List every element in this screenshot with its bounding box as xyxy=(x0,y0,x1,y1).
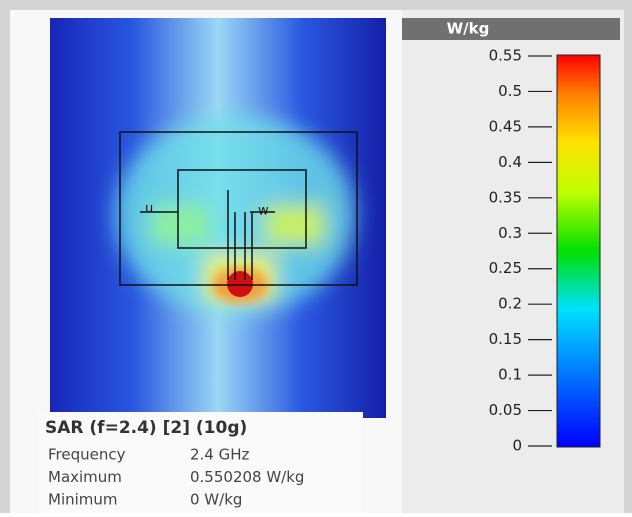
port-label: w xyxy=(258,204,269,219)
tick-label: 0.4 xyxy=(498,153,522,171)
tick-label: 0.05 xyxy=(489,401,522,419)
info-title: SAR (f=2.4) [2] (10g) xyxy=(45,418,247,438)
info-key: Minimum xyxy=(48,491,118,509)
unit-label: W/kg xyxy=(447,20,490,38)
tick-label: 0.55 xyxy=(489,47,522,65)
tick-label: 0.3 xyxy=(498,224,522,242)
info-key: Frequency xyxy=(48,446,126,464)
info-value: 0.550208 W/kg xyxy=(190,468,304,486)
sar-view: u w SAR (f=2.4) [2] (10g) Frequency 2.4 G… xyxy=(0,0,632,513)
tick-label: 0.35 xyxy=(489,188,522,206)
port-label: u xyxy=(145,202,153,217)
sar-peak xyxy=(227,271,253,297)
info-value: 2.4 GHz xyxy=(190,446,250,464)
tick-label: 0.45 xyxy=(489,117,522,135)
tick-label: 0.15 xyxy=(489,330,522,348)
tick-label: 0 xyxy=(512,437,522,455)
tick-label: 0.2 xyxy=(498,295,522,313)
info-key: Maximum xyxy=(48,468,122,486)
legend-header xyxy=(402,18,620,40)
tick-label: 0.5 xyxy=(498,82,522,100)
colorbar xyxy=(557,55,600,447)
tick-label: 0.1 xyxy=(498,366,522,384)
info-value: 0 W/kg xyxy=(190,491,242,509)
tick-label: 0.25 xyxy=(489,259,522,277)
